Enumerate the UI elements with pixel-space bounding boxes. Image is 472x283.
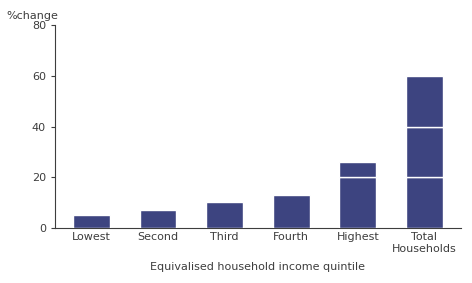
Bar — [73, 215, 110, 228]
Bar — [206, 203, 243, 228]
Bar — [406, 76, 443, 127]
X-axis label: Equivalised household income quintile: Equivalised household income quintile — [151, 262, 365, 272]
Bar — [140, 210, 177, 228]
Bar — [273, 195, 310, 228]
Bar — [406, 177, 443, 228]
Bar — [339, 177, 376, 228]
Text: %change: %change — [6, 11, 58, 22]
Bar — [406, 127, 443, 177]
Bar — [339, 162, 376, 177]
